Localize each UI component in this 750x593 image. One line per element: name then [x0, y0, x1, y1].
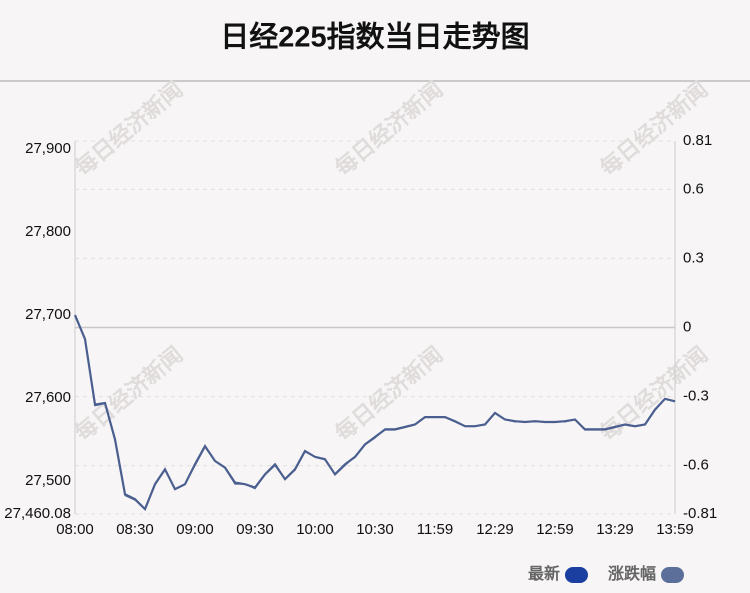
y-tick-label: 27,500 [25, 472, 71, 489]
chart-title: 日经225指数当日走势图 [220, 20, 529, 54]
legend-label: 最新 [528, 564, 560, 583]
y2-tick-label: 0.6 [683, 180, 704, 197]
x-tick-label: 10:30 [356, 521, 394, 538]
y-tick-label: 27,460.08 [4, 505, 71, 522]
x-tick-label: 09:30 [236, 521, 274, 538]
y-tick-label: 27,700 [25, 306, 71, 323]
x-tick-label: 08:30 [116, 521, 154, 538]
y2-tick-label: 0.81 [683, 132, 712, 149]
y-tick-label: 27,900 [25, 140, 71, 157]
y2-tick-label: -0.81 [683, 505, 717, 522]
legend-swatch [661, 567, 684, 583]
y2-tick-label: -0.6 [683, 457, 709, 474]
y-tick-label: 27,600 [25, 389, 71, 406]
x-tick-label: 11:59 [417, 521, 453, 538]
x-tick-label: 13:29 [596, 521, 634, 538]
y2-tick-label: -0.3 [683, 388, 709, 405]
x-tick-label: 09:00 [176, 521, 214, 538]
y2-tick-label: 0 [683, 318, 691, 335]
x-tick-label: 13:59 [656, 521, 694, 538]
legend-swatch [564, 567, 588, 583]
y-tick-label: 27,800 [25, 223, 71, 240]
x-tick-label: 12:59 [536, 521, 574, 538]
line-series [73, 314, 676, 512]
x-tick-label: 12:29 [476, 521, 514, 538]
x-tick-label: 08:00 [56, 521, 94, 538]
legend-label: 涨跌幅 [608, 564, 656, 583]
x-tick-label: 10:00 [296, 521, 334, 538]
y2-tick-label: 0.3 [683, 249, 704, 266]
